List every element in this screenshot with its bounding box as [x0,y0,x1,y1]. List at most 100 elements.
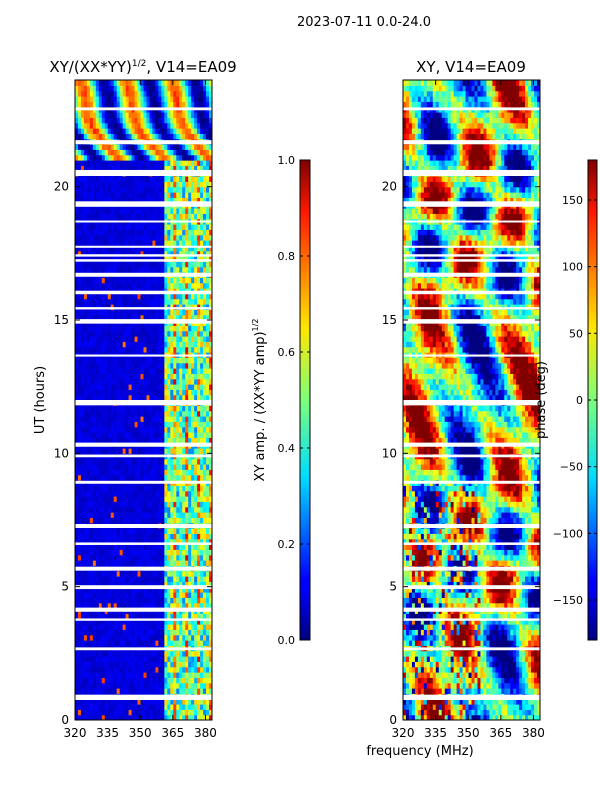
heatmap-cell [125,570,130,577]
heatmap-cell [149,698,154,705]
heatmap-cell [131,176,136,182]
heatmap-cell [119,549,124,556]
heatmap-cell [110,544,115,550]
heatmap-cell [203,160,207,166]
heatmap-cell [77,618,82,625]
heatmap-cell [194,533,198,540]
heatmap-cell [143,602,148,609]
heatmap-cell [173,432,177,438]
heatmap-cell [134,538,139,545]
heatmap-cell [185,410,189,417]
heatmap-cell [158,282,162,289]
heatmap-cell [194,650,198,657]
heatmap-cell [203,613,207,620]
heatmap-cell [125,160,130,166]
heatmap-cell [137,213,142,220]
heatmap-cell [92,410,97,417]
heatmap-cell [110,474,115,481]
heatmap-cell [176,624,180,630]
heatmap-cell [134,485,139,492]
heatmap-cell [137,149,142,156]
heatmap-cell [197,304,201,310]
heatmap-cell [179,357,183,364]
heatmap-cell [125,661,130,668]
heatmap-cell [77,250,82,257]
heatmap-cell [191,362,195,369]
heatmap-cell [152,309,157,316]
heatmap-cell [179,245,183,252]
heatmap-cell [116,405,121,412]
heatmap-cell [116,394,121,401]
heatmap-cell [116,373,121,380]
heatmap-cell [95,213,100,220]
heatmap-cell [164,570,168,577]
heatmap-cell [116,544,121,550]
heatmap-cell [107,181,112,188]
heatmap-cell [146,416,151,422]
heatmap-cell [188,154,192,161]
heatmap-cell [182,506,186,513]
heatmap-cell [116,496,121,502]
heatmap-cell [161,624,165,630]
heatmap-cell [83,229,88,236]
heatmap-cell [188,261,192,268]
heatmap-cell [80,512,85,518]
heatmap-cell [116,581,121,588]
heatmap-cell [197,517,201,524]
heatmap-cell [164,208,168,214]
heatmap-cell [89,688,94,694]
heatmap-cell [179,261,183,268]
heatmap-cell [122,240,127,246]
heatmap-cell [125,298,130,305]
heatmap-cell [158,373,162,380]
heatmap-cell [176,634,180,641]
heatmap-cell [89,384,94,390]
heatmap-cell [92,597,97,604]
heatmap-cell [194,490,198,497]
heatmap-cell [122,597,127,604]
heatmap-cell [75,544,79,550]
heatmap-cell [77,688,82,694]
heatmap-cell [122,165,127,172]
heatmap-cell [119,181,124,188]
heatmap-cell [203,682,207,689]
heatmap-cell [113,602,118,609]
heatmap-cell [122,506,127,513]
heatmap-cell [191,245,195,252]
heatmap-cell [75,506,79,513]
heatmap-cell [131,282,136,289]
heatmap-cell [75,213,79,220]
heatmap-cell [203,341,207,348]
heatmap-cell [92,474,97,481]
heatmap-cell [179,656,183,662]
heatmap-cell [140,586,145,593]
heatmap-cell [158,512,162,518]
heatmap-cell [152,485,157,492]
heatmap-cell [80,448,85,454]
heatmap-cell [191,181,195,188]
heatmap-cell [176,714,180,720]
heatmap-cell [209,186,212,193]
heatmap-cell [185,512,189,518]
heatmap-cell [176,704,180,710]
heatmap-cell [152,672,157,678]
heatmap-cell [95,208,100,214]
heatmap-cell [104,144,109,150]
heatmap-cell [89,346,94,353]
heatmap-cell [191,250,195,257]
heatmap-cell [188,213,192,220]
heatmap-cell [182,346,186,353]
heatmap-cell [155,672,159,678]
heatmap-cell [75,714,79,720]
heatmap-cell [164,224,168,230]
heatmap-cell [146,154,151,161]
heatmap-cell [101,554,106,561]
heatmap-cell [143,213,148,220]
heatmap-cell [209,672,212,678]
heatmap-cell [83,362,88,369]
heatmap-cell [158,213,162,220]
heatmap-cell [86,282,91,289]
heatmap-cell [98,293,103,300]
heatmap-cell [92,464,97,470]
heatmap-cell [140,176,145,182]
